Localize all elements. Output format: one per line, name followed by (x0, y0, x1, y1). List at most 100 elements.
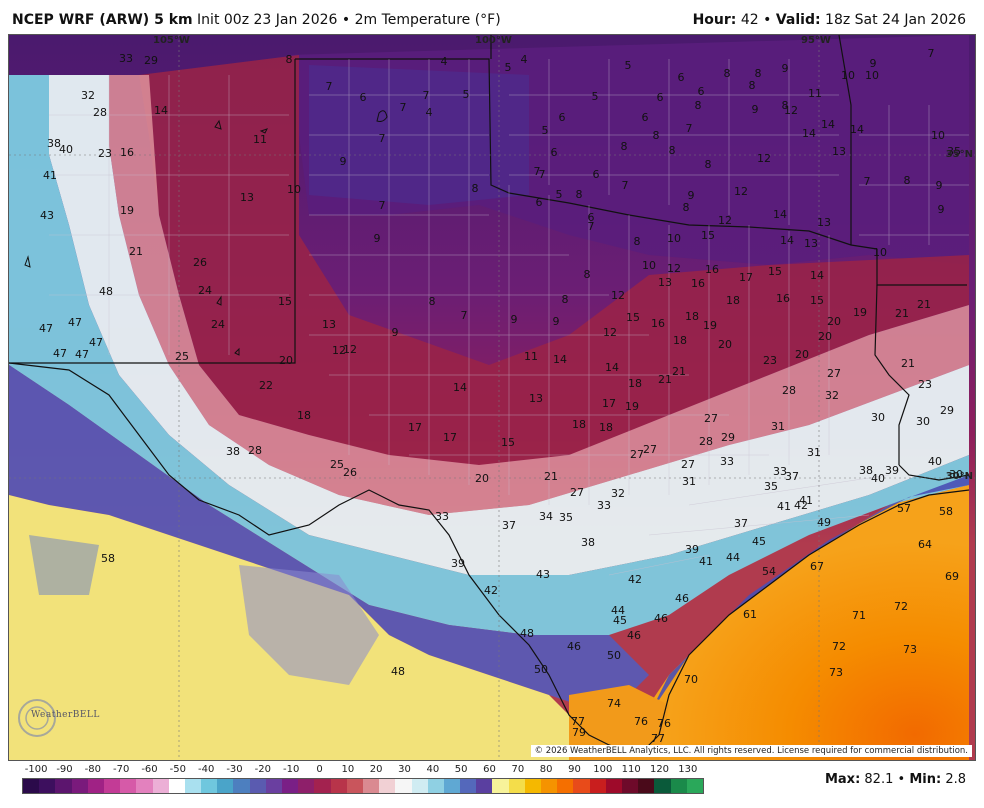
weatherbell-logo: WeatherBELL (15, 696, 99, 740)
legend-color-swatch (589, 779, 606, 793)
temperature-label: 16 (776, 292, 790, 305)
model-title: NCEP WRF (ARW) 5 km Init 00z 23 Jan 2026… (12, 12, 501, 28)
legend-color-swatch (265, 779, 282, 793)
temperature-label: 27 (704, 412, 718, 425)
init-time: Init 00z 23 Jan 2026 (197, 12, 338, 28)
temperature-label: 6 (360, 91, 367, 104)
legend-tick-label: -80 (84, 764, 101, 775)
valid-bullet: • (763, 12, 772, 28)
temperature-label: 4 (426, 106, 433, 119)
temperature-label: 9 (374, 232, 381, 245)
temperature-label: 5 (463, 88, 470, 101)
hour-value: 42 (740, 12, 759, 28)
temperature-label: 7 (534, 165, 541, 178)
temperature-label: 8 (749, 79, 756, 92)
temperature-label: 47 (53, 347, 67, 360)
temperature-label: 35 (764, 480, 778, 493)
temperature-label: 11 (808, 87, 822, 100)
legend-color-swatch (103, 779, 121, 793)
temperature-label: 13 (804, 237, 818, 250)
temperature-label: 8 (724, 67, 731, 80)
temperature-label: 13 (529, 392, 543, 405)
temperature-label: 46 (675, 592, 689, 605)
temperature-label: 57 (897, 502, 911, 515)
temperature-label: 9 (782, 62, 789, 75)
temperature-label: 6 (678, 71, 685, 84)
legend-color-swatch (330, 779, 347, 793)
temperature-label: 7 (588, 220, 595, 233)
temperature-label: 14 (453, 381, 467, 394)
temperature-label: 7 (864, 175, 871, 188)
temperature-label: 20 (818, 330, 832, 343)
temperature-label: 16 (651, 317, 665, 330)
legend-tick-label: -70 (112, 764, 130, 775)
temperature-label: 21 (895, 307, 909, 320)
temperature-label: 16 (120, 146, 134, 159)
legend-tick-label: -90 (56, 764, 73, 775)
legend-color-swatch (217, 779, 234, 793)
temperature-label: 42 (628, 573, 642, 586)
temperature-label: 18 (726, 294, 740, 307)
legend-color-swatch (541, 779, 558, 793)
temperature-label: 4 (441, 55, 448, 68)
temperature-label: 29 (144, 54, 158, 67)
title-bullet: • (341, 12, 351, 28)
temperature-label: 9 (870, 57, 877, 70)
temperature-label: 18 (685, 310, 699, 323)
temperature-label: 9 (392, 326, 399, 339)
legend-tick-label: -100 (24, 764, 48, 775)
red-band (139, 55, 969, 465)
temperature-label: 10 (873, 246, 887, 259)
legend-color-swatch (443, 779, 461, 793)
temperature-label: 8 (621, 140, 628, 153)
legend-color-swatch (508, 779, 525, 793)
legend-tick-label: -10 (282, 764, 300, 775)
temperature-label: 47 (68, 316, 82, 329)
temperature-label: 26 (193, 256, 207, 269)
temperature-label: 27 (570, 486, 584, 499)
temperature-label: 7 (928, 47, 935, 60)
temperature-label: 46 (627, 629, 641, 642)
legend-color-swatch (233, 779, 250, 793)
temperature-label: 27 (681, 458, 695, 471)
temperature-label: 29 (721, 431, 735, 444)
temperature-label: 32 (825, 389, 839, 402)
temperature-label: 12 (784, 104, 798, 117)
temperature-label: 25 (330, 458, 344, 471)
temperature-label: 71 (852, 609, 866, 622)
legend-tick-label: 10 (341, 764, 355, 775)
lon-label-105: 105°W (153, 35, 190, 46)
min-value: 2.8 (945, 772, 966, 787)
temperature-label: 12 (718, 214, 732, 227)
temperature-label: 20 (827, 315, 841, 328)
temperature-label: 16 (705, 263, 719, 276)
legend-color-swatch (71, 779, 88, 793)
temperature-label: 47 (39, 322, 53, 335)
temperature-map[interactable]: 33 29 8 4 5 4 5 6 8 8 9 10 10 9 7 32 28 14 7 6 7 7 4 5 5 6 6 8 8 9 8 11… (8, 34, 976, 761)
legend-color-swatch (524, 779, 541, 793)
legend-color-swatch (168, 779, 185, 793)
temperature-label: 23 (763, 354, 777, 367)
temperature-label: 10 (841, 69, 855, 82)
temperature-label: 12 (603, 326, 617, 339)
temperature-label: 77 (651, 732, 665, 745)
legend-color-swatch (201, 779, 218, 793)
max-min-readout: Max: 82.1 • Min: 2.8 (825, 772, 966, 787)
legend-color-swatch (476, 779, 493, 793)
temperature-label: 6 (588, 211, 595, 224)
temperature-label: 7 (539, 168, 546, 181)
legend-color-swatch (152, 779, 169, 793)
temperature-label: 67 (810, 560, 824, 573)
temperature-label: 18 (599, 421, 613, 434)
temperature-label: 14 (780, 234, 794, 247)
temperature-label: 37 (785, 470, 799, 483)
temperature-label: 4 (521, 53, 528, 66)
temperature-label: 41 (699, 555, 713, 568)
temperature-label: 14 (773, 208, 787, 221)
legend-tick-label: -50 (169, 764, 186, 775)
temperature-label: 6 (642, 111, 649, 124)
hour-label: Hour: (692, 12, 737, 28)
temperature-label: 31 (771, 420, 785, 433)
pink-band (109, 75, 969, 515)
